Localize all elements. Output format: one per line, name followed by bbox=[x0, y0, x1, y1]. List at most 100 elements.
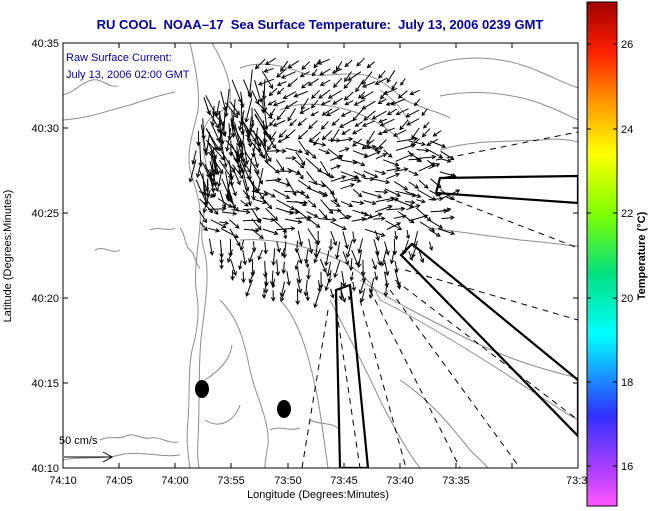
current-vector bbox=[394, 167, 409, 172]
current-vector bbox=[257, 78, 274, 86]
current-vector bbox=[405, 109, 420, 118]
current-vector bbox=[243, 79, 252, 99]
station-marker bbox=[277, 400, 291, 418]
current-vector bbox=[364, 228, 386, 237]
current-vector bbox=[363, 170, 379, 178]
current-vector bbox=[251, 218, 262, 231]
current-vector bbox=[432, 130, 442, 137]
current-vector bbox=[275, 259, 281, 277]
current-vector bbox=[408, 157, 421, 162]
current-vector bbox=[332, 97, 343, 105]
current-vector bbox=[308, 120, 318, 130]
y-axis-label: Latitude (Degrees:Minutes) bbox=[2, 190, 14, 323]
current-vector bbox=[356, 57, 365, 67]
current-vector bbox=[296, 278, 303, 294]
colorbar-tick-labels: 26 24 22 20 18 16 bbox=[621, 39, 633, 473]
current-vector bbox=[308, 180, 327, 188]
current-vector bbox=[327, 90, 342, 99]
current-vector bbox=[324, 279, 330, 292]
current-vector bbox=[331, 118, 340, 126]
current-vector bbox=[203, 184, 209, 207]
current-vector bbox=[340, 110, 352, 117]
current-vector bbox=[352, 108, 364, 122]
current-vector bbox=[353, 99, 365, 106]
y-tick-label: 40:35 bbox=[31, 38, 59, 50]
figure-title: RU COOL NOAA–17 Sea Surface Temperature:… bbox=[97, 17, 544, 32]
current-vector bbox=[421, 128, 431, 138]
current-vector bbox=[276, 241, 281, 254]
current-vector bbox=[308, 238, 314, 255]
current-vector bbox=[263, 199, 273, 210]
coastline-contours bbox=[63, 43, 578, 468]
current-vector bbox=[389, 250, 395, 265]
plot-area bbox=[63, 43, 578, 468]
current-vector bbox=[285, 147, 304, 154]
current-vector bbox=[216, 171, 222, 188]
current-vector bbox=[241, 118, 257, 143]
current-vector bbox=[319, 79, 331, 86]
current-vector bbox=[329, 221, 347, 230]
current-vector bbox=[219, 220, 230, 226]
current-vector bbox=[366, 61, 376, 69]
current-vector bbox=[285, 155, 297, 161]
y-tick-labels: 40:35 40:30 40:25 40:20 40:15 40:10 bbox=[31, 38, 59, 475]
current-vector bbox=[378, 118, 388, 123]
y-tick-label: 40:30 bbox=[31, 123, 59, 135]
current-vector bbox=[276, 81, 287, 87]
current-vector bbox=[308, 218, 321, 228]
current-vector bbox=[343, 91, 354, 101]
current-vector bbox=[217, 125, 224, 144]
y-tick-label: 40:25 bbox=[31, 208, 59, 220]
current-vector bbox=[348, 258, 354, 272]
current-vector bbox=[241, 271, 246, 284]
current-vector bbox=[297, 129, 309, 140]
current-vector bbox=[230, 181, 237, 197]
current-vector bbox=[188, 159, 197, 183]
current-vector bbox=[269, 108, 276, 117]
current-vector bbox=[269, 118, 276, 127]
current-vector bbox=[412, 231, 419, 249]
current-vector bbox=[355, 79, 365, 93]
current-vector bbox=[247, 176, 257, 194]
current-vector bbox=[380, 249, 387, 267]
current-vector bbox=[352, 128, 363, 135]
x-tick-label: 73:40 bbox=[386, 475, 414, 487]
current-vector bbox=[418, 179, 429, 189]
current-vector bbox=[428, 163, 441, 170]
current-vector bbox=[281, 247, 285, 257]
current-vector bbox=[208, 238, 215, 256]
current-vector bbox=[225, 128, 232, 152]
current-vector bbox=[409, 89, 420, 96]
current-vector bbox=[320, 161, 331, 178]
current-vector bbox=[429, 220, 444, 229]
current-vector bbox=[263, 281, 269, 294]
current-vector bbox=[438, 228, 456, 236]
current-vector bbox=[204, 164, 219, 193]
current-vector bbox=[360, 91, 374, 100]
current-vector bbox=[313, 291, 320, 309]
current-vector bbox=[408, 181, 420, 189]
current-vector bbox=[251, 228, 264, 240]
current-vector bbox=[201, 118, 206, 141]
current-vector bbox=[417, 189, 437, 201]
current-vector bbox=[340, 136, 354, 142]
current-vector bbox=[395, 153, 415, 162]
current-vector bbox=[340, 175, 359, 183]
current-vector bbox=[221, 211, 238, 216]
current-vector bbox=[360, 288, 366, 303]
current-vector bbox=[261, 288, 267, 299]
current-vector bbox=[246, 126, 253, 148]
current-vector bbox=[329, 208, 342, 213]
current-vector bbox=[296, 189, 310, 199]
current-vector bbox=[217, 198, 233, 208]
current-vector bbox=[313, 137, 320, 146]
current-vector bbox=[319, 68, 331, 76]
current-vector bbox=[242, 217, 263, 223]
current-vector bbox=[210, 219, 227, 228]
current-vector bbox=[248, 249, 255, 264]
current-vector bbox=[219, 189, 227, 209]
current-vector bbox=[204, 131, 211, 157]
current-vector bbox=[400, 78, 406, 86]
current-vector bbox=[321, 130, 333, 141]
